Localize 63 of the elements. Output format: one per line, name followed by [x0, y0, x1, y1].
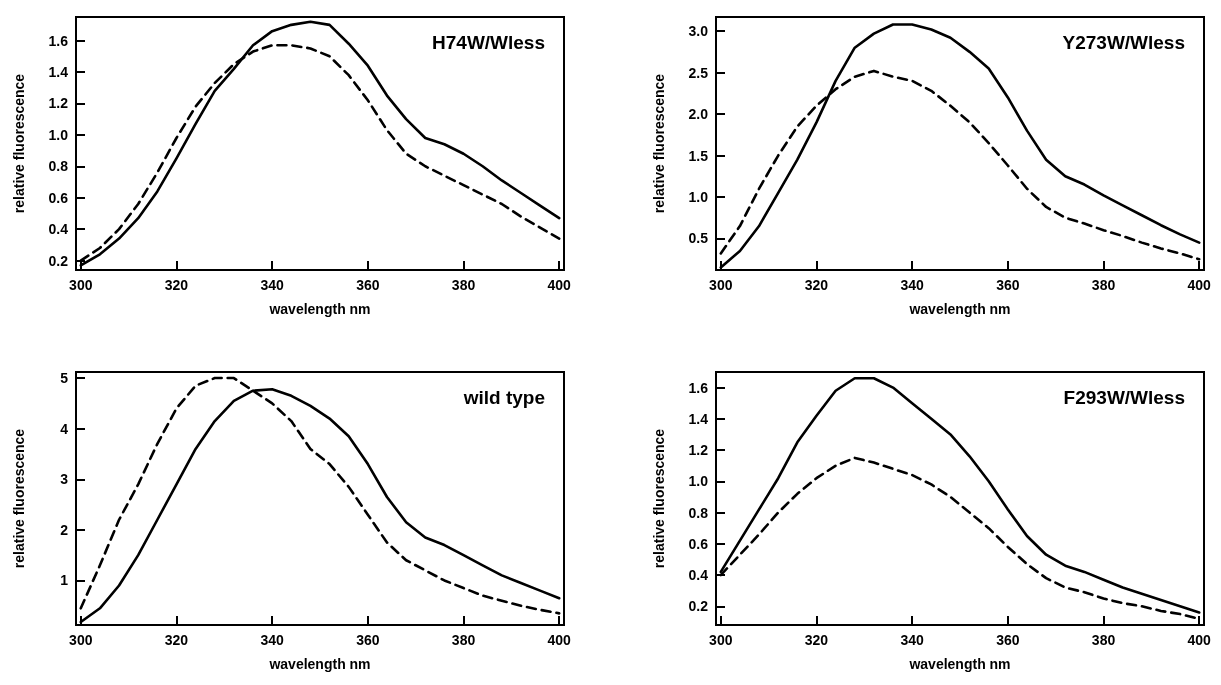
y-tick-label: 1.2 — [688, 442, 709, 459]
y-tick-label: 1.0 — [48, 126, 69, 143]
y-tick-label: 1.6 — [48, 32, 69, 49]
text: wild type — [462, 387, 546, 408]
y-tick-label: 2.5 — [688, 64, 709, 81]
x-axis-title: wavelength nm — [908, 656, 1011, 672]
y-tick-label: 0.6 — [688, 535, 709, 552]
x-tick-label: 360 — [996, 632, 1020, 648]
x-axis-title: wavelength nm — [908, 301, 1011, 317]
x-tick-label: 320 — [164, 632, 189, 648]
y-tick-label: 0.4 — [688, 567, 709, 584]
y-tick-label: 4 — [60, 420, 69, 437]
x-axis-title: wavelength nm — [268, 656, 371, 672]
y-axis-title: relative fluorescence — [11, 428, 27, 569]
y-axis-title: relative fluorescence — [651, 428, 667, 569]
y-tick-label: 1.0 — [688, 473, 709, 490]
y-tick-label: 3 — [60, 471, 69, 488]
y-tick-label: 0.2 — [48, 252, 69, 269]
y-tick-label: 0.2 — [688, 598, 709, 615]
x-tick-label: 320 — [164, 277, 189, 293]
x-tick-label: 300 — [709, 277, 733, 293]
y-tick-label: 3.0 — [688, 23, 709, 40]
y-tick-label: 2 — [60, 521, 69, 538]
x-tick-label: 360 — [356, 632, 380, 648]
x-tick-label: 340 — [260, 632, 285, 648]
x-tick-label: 340 — [260, 277, 285, 293]
x-tick-label: 400 — [547, 277, 572, 293]
text: H74W/Wless — [432, 32, 545, 53]
text: Y273W/Wless — [1062, 32, 1185, 53]
y-tick-label: 1.0 — [688, 189, 709, 205]
x-tick-label: 380 — [451, 632, 476, 648]
y-tick-label: 1.6 — [688, 379, 709, 396]
x-axis-title: wavelength nm — [268, 301, 371, 317]
x-tick-label: 380 — [451, 277, 476, 293]
y-axis-title: relative fluorescence — [11, 73, 27, 214]
x-tick-label: 360 — [996, 277, 1020, 293]
x-tick-label: 380 — [1091, 632, 1116, 648]
x-tick-label: 400 — [1187, 277, 1212, 293]
y-tick-label: 0.4 — [48, 221, 69, 238]
x-tick-label: 320 — [804, 277, 829, 293]
y-tick-label: 0.6 — [48, 189, 69, 206]
text: F293W/Wless — [1063, 387, 1186, 408]
y-tick-label: 1.4 — [48, 64, 69, 80]
x-tick-label: 400 — [1187, 632, 1212, 648]
x-tick-label: 340 — [900, 632, 925, 648]
y-tick-label: 1.2 — [48, 95, 69, 112]
y-tick-label: 5 — [60, 370, 69, 387]
y-tick-label: 1 — [60, 572, 69, 589]
y-tick-label: 2.0 — [688, 106, 709, 123]
x-tick-label: 340 — [900, 277, 925, 293]
y-tick-label: 0.8 — [48, 158, 69, 175]
y-tick-label: 0.5 — [688, 230, 709, 247]
y-tick-label: 1.5 — [688, 147, 709, 164]
x-tick-label: 360 — [356, 277, 380, 293]
x-tick-label: 320 — [804, 632, 829, 648]
x-tick-label: 300 — [709, 632, 733, 648]
x-tick-label: 380 — [1091, 277, 1116, 293]
x-tick-label: 400 — [547, 632, 572, 648]
y-axis-title: relative fluorescence — [651, 73, 667, 214]
y-tick-label: 1.4 — [688, 410, 709, 427]
x-tick-label: 300 — [69, 277, 93, 293]
y-tick-label: 0.8 — [688, 504, 709, 521]
x-tick-label: 300 — [69, 632, 93, 648]
